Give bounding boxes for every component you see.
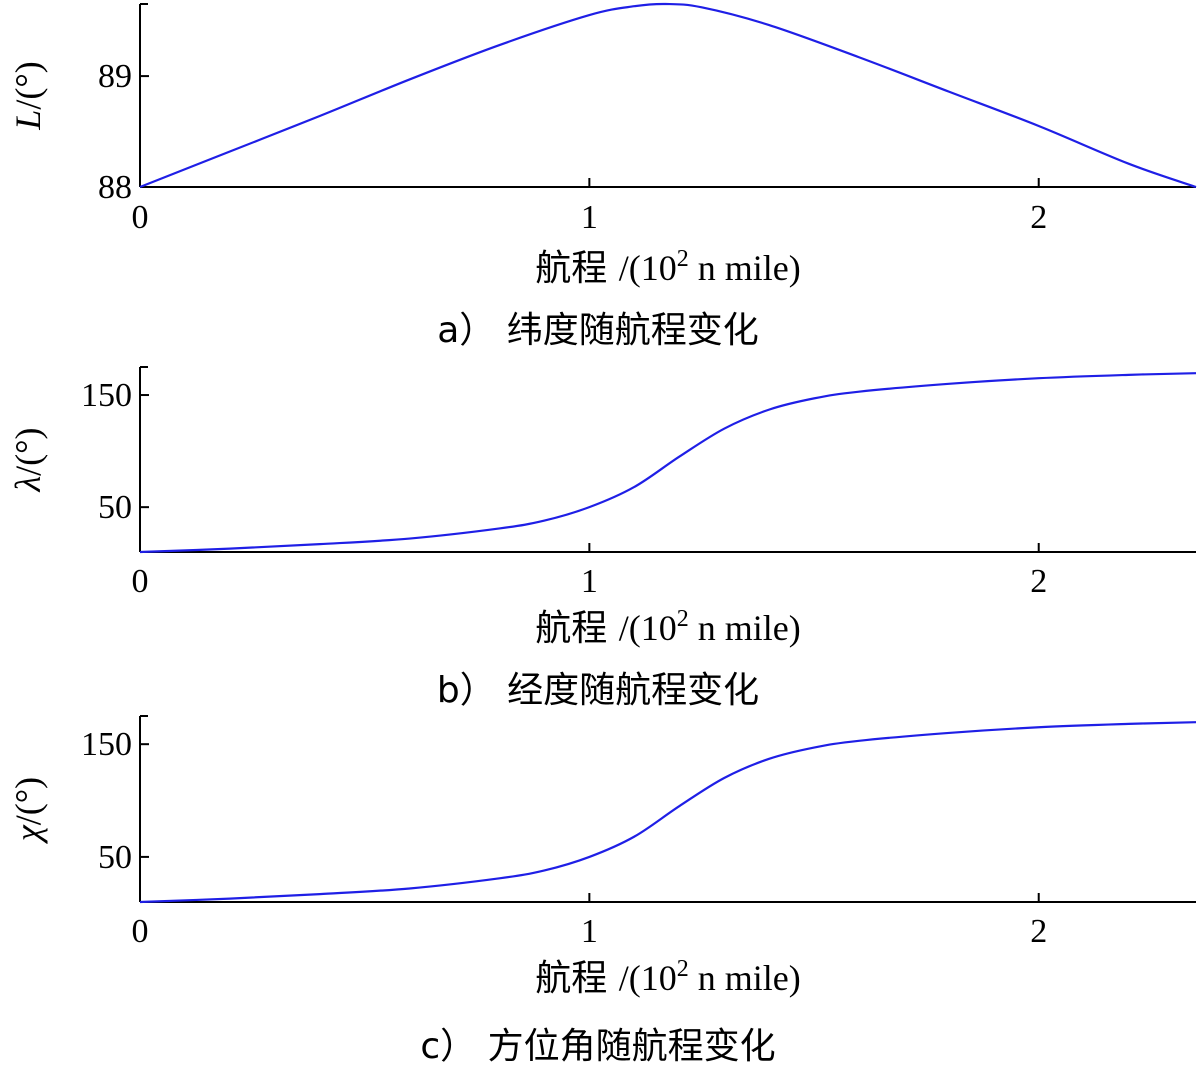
y-axis-label: L/(°) (8, 61, 48, 130)
x-tick-label: 1 (581, 563, 598, 600)
chart-caption: a） 纬度随航程变化 (437, 310, 759, 351)
x-tick-label: 1 (581, 199, 598, 236)
x-axis-unit-prefix: /(10 (619, 248, 677, 288)
x-axis-unit-suffix: n mile) (689, 958, 801, 998)
x-axis-label: 航程 /(102 n mile) (535, 606, 800, 649)
x-axis-unit-suffix: n mile) (689, 608, 801, 648)
y-axis-unit: /(°) (8, 428, 48, 476)
chart-caption: b） 经度随航程变化 (437, 670, 759, 711)
x-axis-unit-superscript: 2 (677, 606, 689, 632)
chart-caption: c） 方位角随航程变化 (420, 1026, 775, 1067)
x-axis-unit-superscript: 2 (677, 246, 689, 272)
x-axis-unit-prefix: /(10 (619, 958, 677, 998)
x-axis-label: 航程 /(102 n mile) (535, 956, 800, 999)
x-axis-label: 航程 /(102 n mile) (535, 246, 800, 289)
x-axis-label-cn: 航程 (535, 608, 618, 649)
x-axis-label-cn: 航程 (535, 958, 618, 999)
y-tick-label: 150 (81, 726, 132, 763)
y-axis-label: χ/(°) (8, 777, 48, 844)
y-axis-symbol: χ (8, 824, 48, 844)
y-axis-label: λ/(°) (8, 428, 48, 493)
x-tick-label: 0 (132, 199, 149, 236)
y-axis-symbol: λ (8, 476, 48, 493)
x-axis-label-cn: 航程 (535, 248, 618, 289)
x-tick-label: 0 (132, 563, 149, 600)
x-axis-unit-prefix: /(10 (619, 608, 677, 648)
x-axis-unit-superscript: 2 (677, 956, 689, 982)
y-axis-unit: /(°) (8, 777, 48, 825)
series-line-longitude (139, 372, 1197, 554)
x-tick-label: 1 (581, 913, 598, 950)
x-tick-label: 2 (1030, 199, 1047, 236)
y-tick-label: 50 (98, 489, 132, 526)
y-tick-label: 88 (98, 169, 132, 206)
x-tick-label: 2 (1030, 563, 1047, 600)
x-axis-unit-suffix: n mile) (689, 248, 801, 288)
y-tick-label: 150 (81, 377, 132, 414)
y-axis-symbol: L (8, 110, 48, 131)
y-axis-unit: /(°) (8, 61, 48, 109)
y-tick-label: 50 (98, 839, 132, 876)
y-tick-label: 89 (98, 58, 132, 95)
x-tick-label: 0 (132, 913, 149, 950)
series-line-azimuth (139, 721, 1197, 904)
series-line-latitude (139, 2, 1197, 189)
x-tick-label: 2 (1030, 913, 1047, 950)
